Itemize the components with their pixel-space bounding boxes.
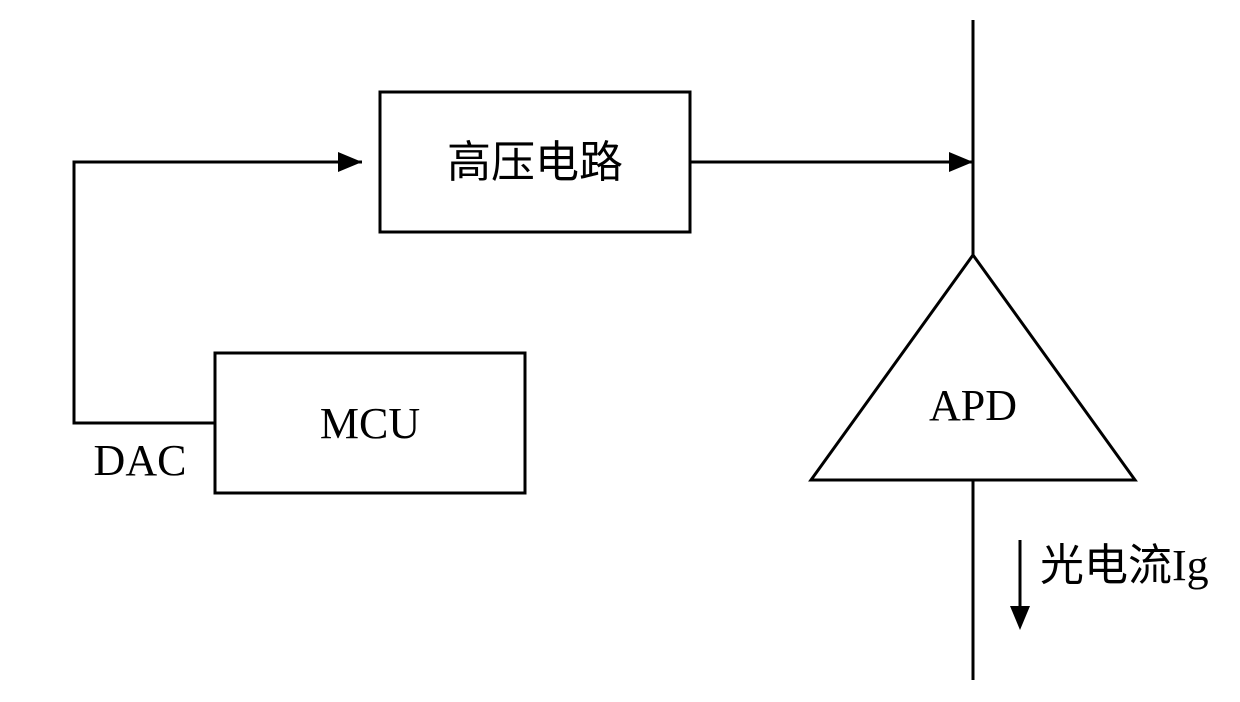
mcu-label: MCU xyxy=(320,399,420,448)
hv-circuit-label: 高压电路 xyxy=(447,138,623,187)
photocurrent-label: 光电流Ig xyxy=(1040,541,1209,590)
dac-label: DAC xyxy=(94,436,187,485)
arrow-hv-to-apd xyxy=(949,152,973,172)
arrow-ig xyxy=(1010,606,1030,630)
arrow-mcu-to-hv xyxy=(338,152,362,172)
block-diagram: 高压电路 MCU APD DAC 光电流Ig xyxy=(0,0,1240,702)
apd-triangle xyxy=(811,255,1135,480)
apd-label: APD xyxy=(929,381,1017,430)
